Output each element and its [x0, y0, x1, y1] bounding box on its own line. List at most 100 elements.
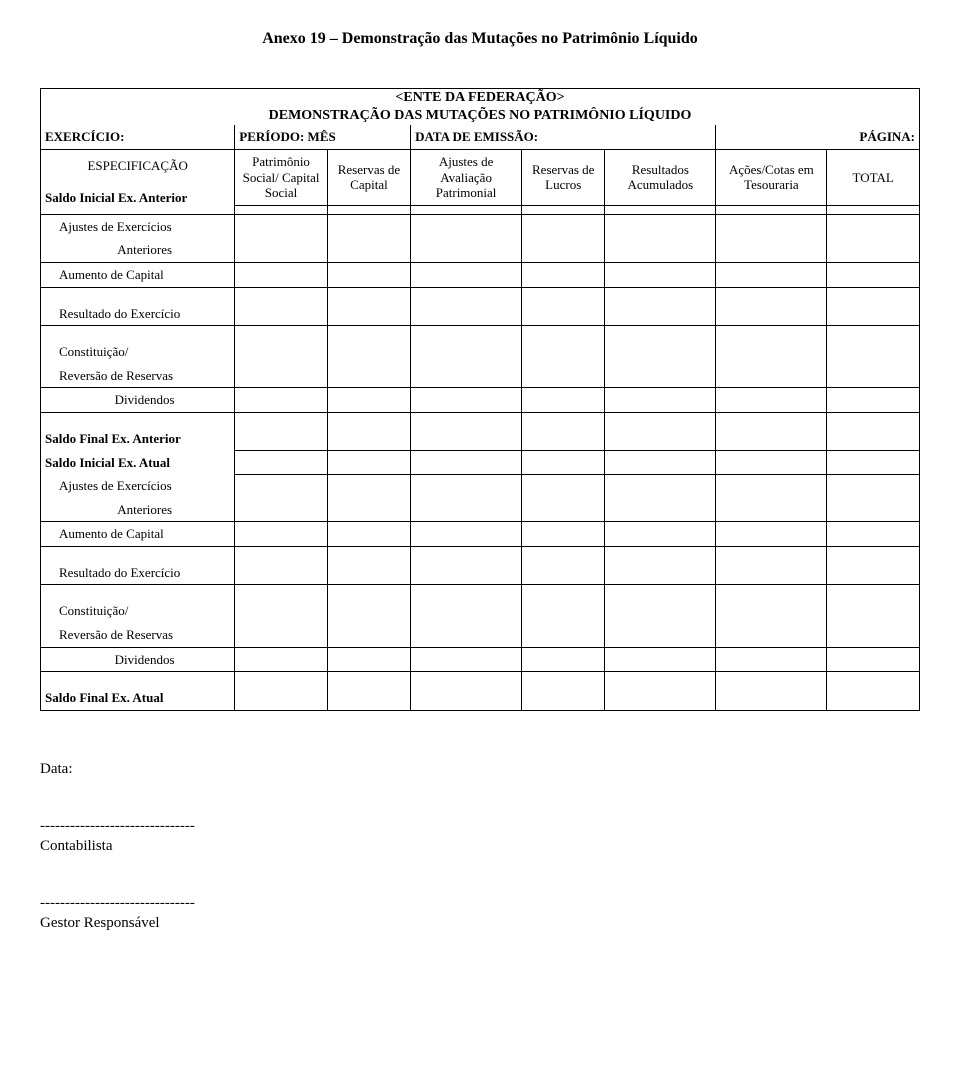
cell — [235, 326, 328, 388]
gestor-label: Gestor Responsável — [40, 915, 920, 932]
row-dividendos2: Dividendos — [41, 647, 235, 672]
col-spec-and-saldo-ini-ant: ESPECIFICAÇÃO Saldo Inicial Ex. Anterior — [41, 149, 235, 214]
cell — [605, 287, 716, 326]
subtitle-line: DEMONSTRAÇÃO DAS MUTAÇÕES NO PATRIMÔNIO … — [45, 107, 915, 125]
cell — [827, 585, 920, 647]
cell — [522, 412, 605, 450]
hdr-periodo: PERÍODO: MÊS — [235, 125, 411, 149]
cell — [716, 205, 827, 214]
cell — [716, 262, 827, 287]
cell — [522, 388, 605, 413]
cell — [235, 672, 328, 711]
cell — [522, 546, 605, 585]
cell — [522, 214, 605, 262]
row-aumento1: Aumento de Capital — [41, 262, 235, 287]
cell — [522, 647, 605, 672]
cell — [327, 451, 410, 475]
cell — [522, 205, 605, 214]
document-title: Anexo 19 – Demonstração das Mutações no … — [40, 30, 920, 48]
cell — [411, 388, 522, 413]
cell — [522, 326, 605, 388]
cell — [411, 287, 522, 326]
cell — [411, 412, 522, 450]
cell — [716, 647, 827, 672]
col-ajustes-aval: Ajustes de Avaliação Patrimonial — [411, 149, 522, 205]
cell — [827, 326, 920, 388]
col-total: TOTAL — [827, 149, 920, 205]
cell — [605, 205, 716, 214]
cell — [605, 262, 716, 287]
cell — [716, 672, 827, 711]
cell — [605, 451, 716, 475]
cell — [522, 287, 605, 326]
row-saldo-fin-ant: Saldo Final Ex. Anterior — [41, 412, 235, 450]
cell — [327, 287, 410, 326]
cell — [716, 214, 827, 262]
cell — [327, 585, 410, 647]
cell — [827, 205, 920, 214]
row-ajustes1-b: Anteriores — [41, 238, 235, 262]
cell — [716, 388, 827, 413]
cell — [716, 412, 827, 450]
row-ajustes1-a: Ajustes de Exercícios — [41, 214, 235, 238]
col-patrimonio: Patrimônio Social/ Capital Social — [235, 149, 328, 205]
cell — [235, 262, 328, 287]
cell — [235, 412, 328, 450]
row-const1-a: Constituição/ — [41, 326, 235, 364]
cell — [235, 647, 328, 672]
cell — [411, 262, 522, 287]
cell — [235, 451, 328, 475]
cell — [327, 214, 410, 262]
col-resultados-acum: Resultados Acumulados — [605, 149, 716, 205]
row-aumento2: Aumento de Capital — [41, 522, 235, 547]
cell — [235, 585, 328, 647]
cell — [716, 287, 827, 326]
cell — [411, 214, 522, 262]
cell — [716, 546, 827, 585]
cell — [605, 412, 716, 450]
row-const1-b: Reversão de Reservas — [41, 364, 235, 388]
cell — [411, 326, 522, 388]
cell — [827, 451, 920, 475]
col-acoes-cotas: Ações/Cotas em Tesouraria — [716, 149, 827, 205]
main-table: <ENTE DA FEDERAÇÃO> DEMONSTRAÇÃO DAS MUT… — [40, 88, 920, 711]
cell — [522, 585, 605, 647]
cell — [411, 585, 522, 647]
cell — [327, 522, 410, 547]
cell — [605, 672, 716, 711]
cell — [411, 672, 522, 711]
cell — [827, 287, 920, 326]
cell — [716, 474, 827, 522]
cell — [327, 546, 410, 585]
cell — [605, 388, 716, 413]
cell — [605, 522, 716, 547]
row-ajustes2-b: Anteriores — [41, 498, 235, 522]
row-saldo-ini-ant: Saldo Inicial Ex. Anterior — [45, 190, 230, 206]
cell — [327, 474, 410, 522]
sig-line-1: ------------------------------- — [40, 818, 920, 835]
col-reservas-capital: Reservas de Capital — [327, 149, 410, 205]
cell — [235, 287, 328, 326]
cell — [605, 214, 716, 262]
row-resultado1: Resultado do Exercício — [41, 287, 235, 326]
cell — [522, 451, 605, 475]
cell — [235, 522, 328, 547]
cell — [716, 326, 827, 388]
hdr-pagina: PÁGINA: — [716, 125, 920, 149]
cell — [235, 388, 328, 413]
row-saldo-ini-atual: Saldo Inicial Ex. Atual — [41, 451, 235, 475]
cell — [327, 205, 410, 214]
cell — [827, 262, 920, 287]
hdr-data-emissao: DATA DE EMISSÃO: — [411, 125, 716, 149]
entity-line: <ENTE DA FEDERAÇÃO> — [45, 89, 915, 107]
contabilista-label: Contabilista — [40, 838, 920, 855]
cell — [716, 522, 827, 547]
cell — [605, 585, 716, 647]
col-reservas-lucros: Reservas de Lucros — [522, 149, 605, 205]
row-saldo-fin-atual: Saldo Final Ex. Atual — [41, 672, 235, 711]
cell — [522, 672, 605, 711]
cell — [605, 546, 716, 585]
cell — [327, 672, 410, 711]
cell — [605, 647, 716, 672]
row-const2-a: Constituição/ — [41, 585, 235, 623]
